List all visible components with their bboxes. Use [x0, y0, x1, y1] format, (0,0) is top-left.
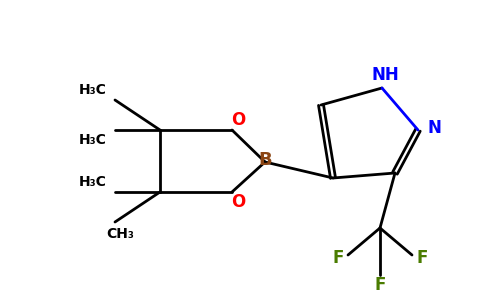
- Text: H₃C: H₃C: [79, 83, 107, 97]
- Text: H₃C: H₃C: [79, 175, 107, 189]
- Text: B: B: [258, 151, 272, 169]
- Text: O: O: [231, 111, 245, 129]
- Text: N: N: [427, 119, 441, 137]
- Text: F: F: [333, 249, 344, 267]
- Text: F: F: [374, 276, 386, 294]
- Text: NH: NH: [371, 66, 399, 84]
- Text: F: F: [416, 249, 428, 267]
- Text: O: O: [231, 193, 245, 211]
- Text: H₃C: H₃C: [79, 133, 107, 147]
- Text: CH₃: CH₃: [106, 227, 134, 241]
